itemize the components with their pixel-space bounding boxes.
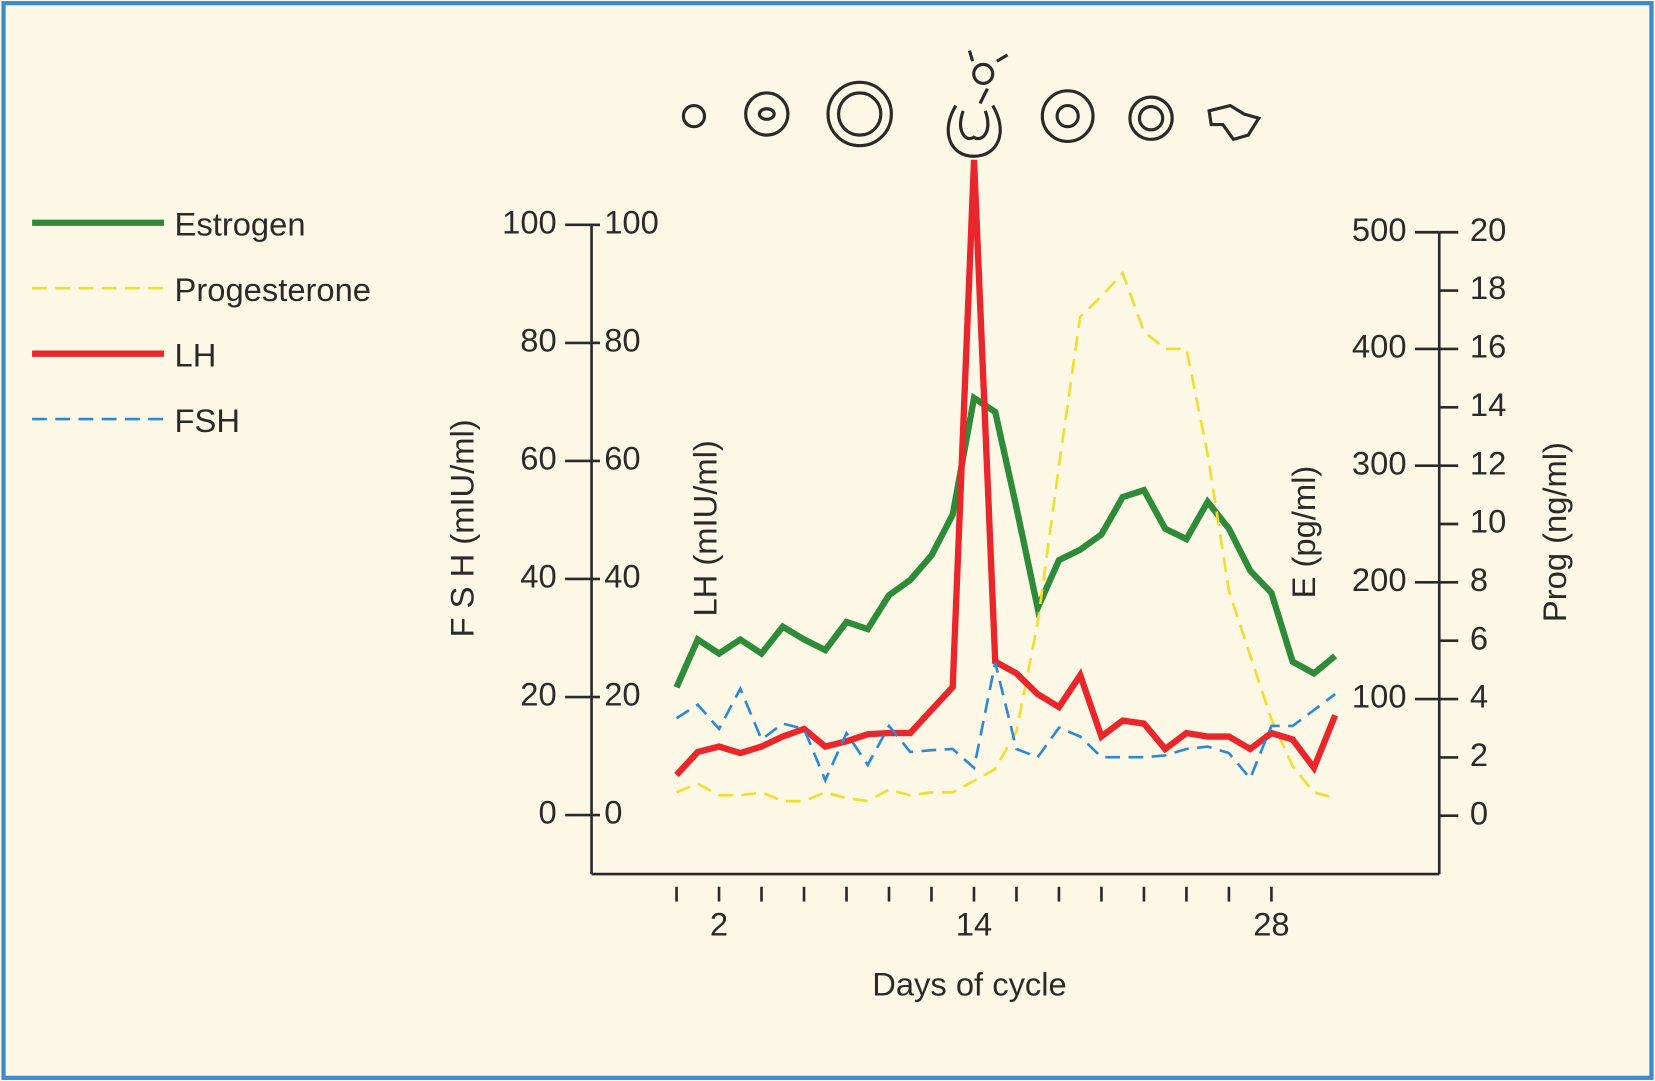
- y-tick-label: 2: [1470, 736, 1488, 773]
- y-tick-label: 100: [1352, 678, 1407, 715]
- y-tick-label: 18: [1470, 269, 1506, 306]
- y-tick-label: 0: [1470, 794, 1488, 831]
- y-tick-label: 100: [604, 203, 659, 240]
- series-line: [676, 270, 1336, 803]
- y-tick-label: 20: [520, 676, 556, 713]
- x-tick-label: 14: [956, 906, 992, 943]
- y-tick-label: 4: [1470, 678, 1488, 715]
- y-tick-label: 60: [520, 440, 556, 477]
- y-tick-label: 16: [1470, 328, 1506, 365]
- y-tick-label: 80: [604, 322, 640, 359]
- y-tick-label: 6: [1470, 619, 1488, 656]
- y-tick-label: 80: [520, 322, 556, 359]
- y-tick-label: 400: [1352, 328, 1407, 365]
- legend-label: LH: [175, 337, 217, 374]
- legend-label: Estrogen: [175, 206, 306, 243]
- y-tick-label: 60: [604, 440, 640, 477]
- y-tick-label: 200: [1352, 561, 1407, 598]
- y-tick-label: 40: [604, 558, 640, 595]
- y-axis-label: E (pg/ml): [1285, 466, 1322, 599]
- y-tick-label: 500: [1352, 211, 1407, 248]
- series-line: [675, 662, 1336, 784]
- y-tick-label: 8: [1470, 561, 1488, 598]
- y-tick-label: 0: [539, 794, 557, 831]
- series-line: [674, 159, 1339, 778]
- y-axis-label: LH (mIU/ml): [686, 440, 723, 616]
- legend-label: FSH: [175, 402, 240, 439]
- y-tick-label: 40: [520, 558, 556, 595]
- y-tick-label: 12: [1470, 444, 1506, 481]
- series-line: [673, 392, 1338, 689]
- legend-label: Progesterone: [175, 271, 371, 308]
- y-tick-label: 14: [1470, 386, 1506, 423]
- y-tick-label: 20: [604, 676, 640, 713]
- y-tick-label: 20: [1470, 211, 1506, 248]
- y-axis-label: F S H (mIU/ml): [444, 419, 481, 637]
- x-tick-label: 28: [1253, 906, 1289, 943]
- y-axis-label: Prog (ng/ml): [1536, 442, 1573, 622]
- y-tick-label: 10: [1470, 503, 1506, 540]
- y-tick-label: 300: [1352, 444, 1407, 481]
- y-tick-label: 0: [604, 794, 622, 831]
- y-tick-label: 100: [502, 203, 557, 240]
- x-tick-label: 2: [710, 906, 728, 943]
- follicle-icons: [681, 50, 1262, 158]
- x-axis-label: Days of cycle: [872, 966, 1067, 1003]
